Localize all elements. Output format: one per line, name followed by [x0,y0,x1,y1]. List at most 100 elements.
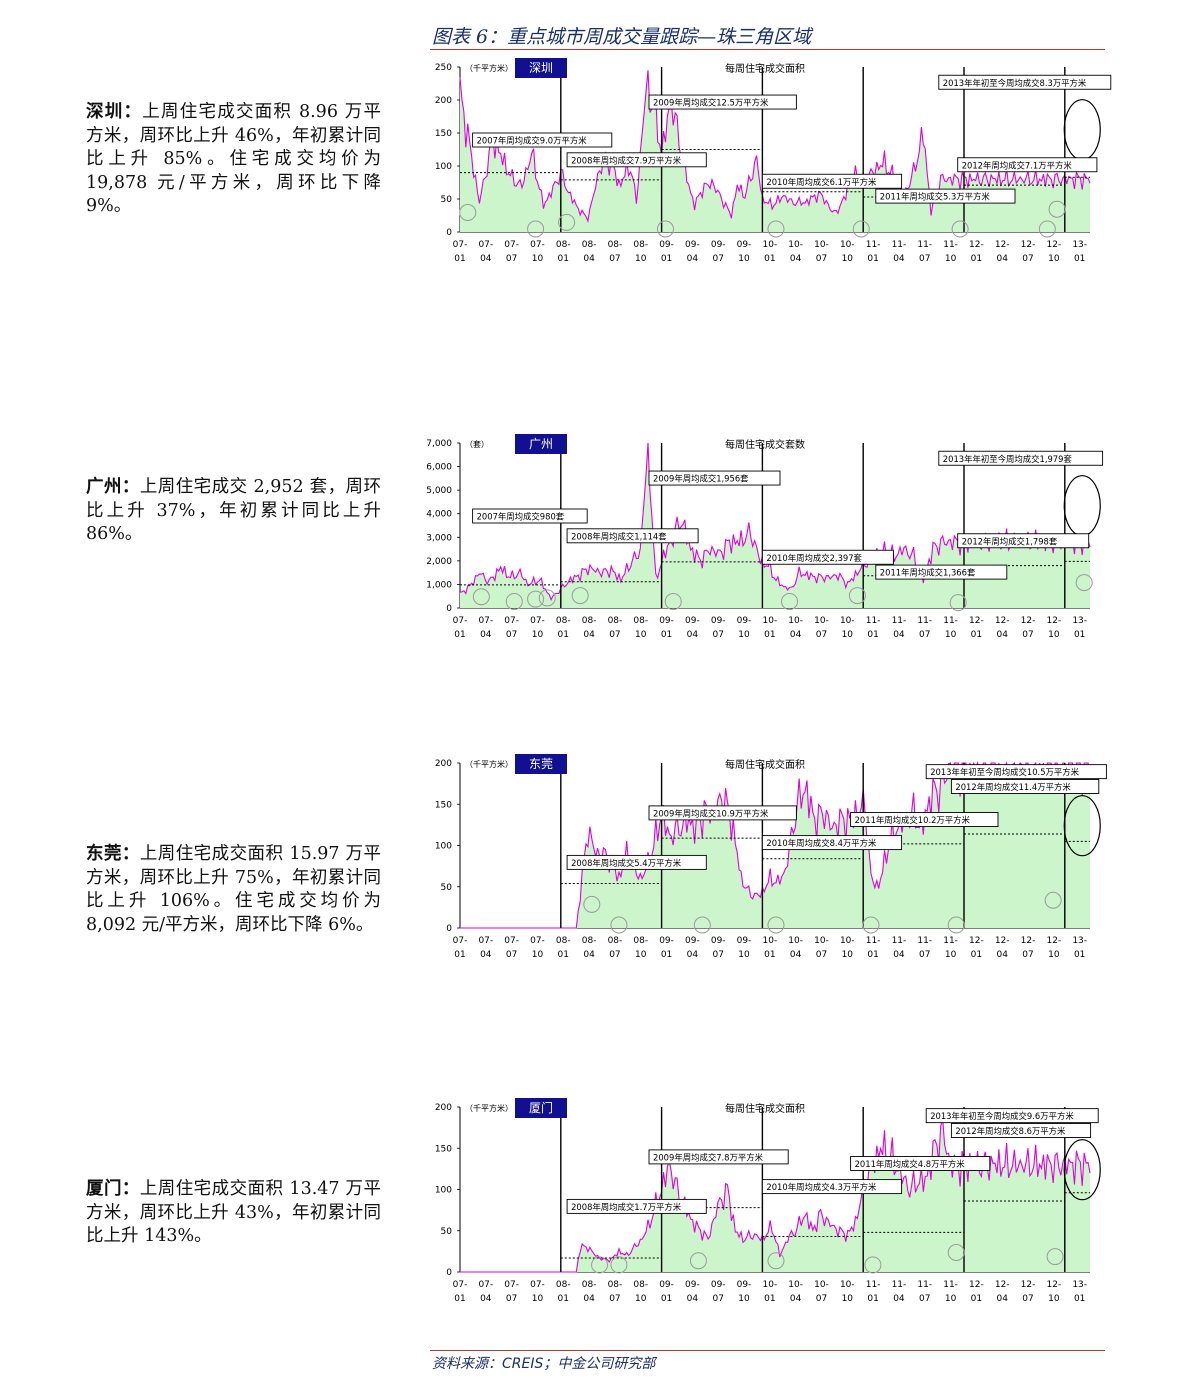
marker-circle [693,916,711,934]
x-tick-label: 11- [917,240,932,250]
annotation-box [566,854,707,870]
x-tick-label: 07 [609,950,620,960]
x-tick-label: 04 [893,254,905,264]
x-tick-label: 10- [762,616,777,626]
y-tick-label: 7,000 [426,439,452,449]
x-tick-label: 07- [478,936,493,946]
annotation-box [648,805,797,821]
x-tick-label: 11- [917,616,932,626]
x-tick-label: 01 [764,950,775,960]
annotation-label: 2011年周均成交10.2万平方米 [855,815,971,825]
y-tick-label: 100 [435,842,452,852]
annotation-box [950,1123,1092,1138]
marker-circle [852,220,870,238]
annotation-label: 2011年周均成交5.3万平方米 [880,192,991,202]
desc-text: 上周住宅成交面积 15.97 万平方米，周环比上升 75%，年初累计同比上升 1… [86,844,381,935]
unit-label: （千平方米） [465,1103,513,1113]
x-tick-label: 09- [711,240,726,250]
x-tick-label: 04 [996,1294,1008,1304]
y-tick-label: 100 [435,162,452,172]
x-tick-label: 10 [532,950,544,960]
chart-title: 每周住宅成交面积 [725,1102,805,1115]
x-tick-label: 13- [1072,616,1087,626]
x-tick-label: 11- [943,1280,958,1290]
annotation-label: 2011年周均成交1,366套 [880,568,976,578]
x-tick-label: 08- [582,616,597,626]
annotation-label: 2009年周均成交7.8万平方米 [653,1152,764,1162]
x-tick-label: 10 [1048,254,1060,264]
highlight-ellipse [1063,475,1101,537]
x-tick-label: 01 [558,254,569,264]
x-tick-label: 01 [454,950,465,960]
x-tick-label: 07- [478,240,493,250]
series-area [460,1119,1090,1272]
x-tick-label: 07 [1022,950,1033,960]
x-tick-label: 04 [480,630,492,640]
series-area [460,70,1090,232]
annotation-box [472,132,613,148]
x-tick-label: 10- [788,616,803,626]
x-tick-label: 08- [608,936,623,946]
x-tick-label: 01 [867,630,878,640]
y-tick-label: 0 [446,924,452,934]
x-tick-label: 01 [971,254,982,264]
y-tick-label: 5,000 [426,486,452,496]
y-tick-label: 3,000 [426,533,452,543]
x-tick-label: 07- [453,936,468,946]
y-tick-label: 150 [435,129,452,139]
x-tick-label: 08- [633,1280,648,1290]
x-tick-label: 09- [711,616,726,626]
marker-circle [951,220,969,238]
highlight-ellipse [1063,1139,1101,1201]
x-tick-label: 01 [454,630,465,640]
x-tick-label: 01 [971,950,982,960]
annotation-label: 2007年周均成交9.0万平方米 [477,136,588,146]
x-tick-label: 07 [919,950,930,960]
desc-text: 上周住宅成交 2,952 套，周环比上升 37%，年初累计同比上升 86%。 [86,477,381,544]
y-tick-label: 150 [435,800,452,810]
y-tick-label: 0 [446,228,452,238]
x-tick-label: 12- [995,616,1010,626]
x-tick-label: 10 [945,1294,957,1304]
x-tick-label: 11- [866,936,881,946]
marker-circle [558,213,576,231]
annotation-label: 2013年年初至今周均成交1,979套 [943,454,1073,464]
annotation-box [566,528,699,544]
y-tick-label: 200 [435,1103,452,1113]
highlight-ellipse [1063,99,1101,161]
x-tick-label: 07 [506,254,517,264]
x-tick-label: 10- [762,240,777,250]
x-tick-label: 04 [893,630,905,640]
annotation-label: 2010年周均成交8.4万平方米 [766,838,877,848]
x-tick-label: 04 [480,1294,492,1304]
x-tick-label: 01 [661,1294,672,1304]
x-tick-label: 10 [738,950,750,960]
marker-circle [527,590,545,608]
annotation-box [957,533,1090,549]
x-tick-label: 08- [556,936,571,946]
x-tick-label: 10- [840,1280,855,1290]
x-tick-label: 08- [556,1280,571,1290]
x-tick-label: 04 [996,254,1008,264]
x-tick-label: 07- [504,1280,519,1290]
x-tick-label: 11- [866,240,881,250]
annotation-box [850,1156,991,1171]
x-tick-label: 07- [530,616,545,626]
annotation-box [938,74,1112,90]
x-tick-label: 07 [816,1294,827,1304]
x-tick-label: 10 [842,630,854,640]
marker-circle [527,220,545,238]
x-tick-label: 12- [969,240,984,250]
x-tick-label: 07 [506,630,517,640]
y-tick-label: 4,000 [426,510,452,520]
x-tick-label: 01 [454,254,465,264]
annotation-label: 2012年周均成交1,798套 [962,536,1058,546]
x-tick-label: 10 [635,254,647,264]
x-tick-label: 08- [608,616,623,626]
desc-shenzhen: 深圳：上周住宅成交面积 8.96 万平方米，周环比上升 46%，年初累计同比上升… [86,101,381,219]
x-tick-label: 10- [788,936,803,946]
annotation-label: 2009年周均成交10.9万平方米 [653,808,769,818]
marker-circle [1048,200,1066,218]
x-tick-label: 07 [816,254,827,264]
x-tick-label: 10 [532,254,544,264]
